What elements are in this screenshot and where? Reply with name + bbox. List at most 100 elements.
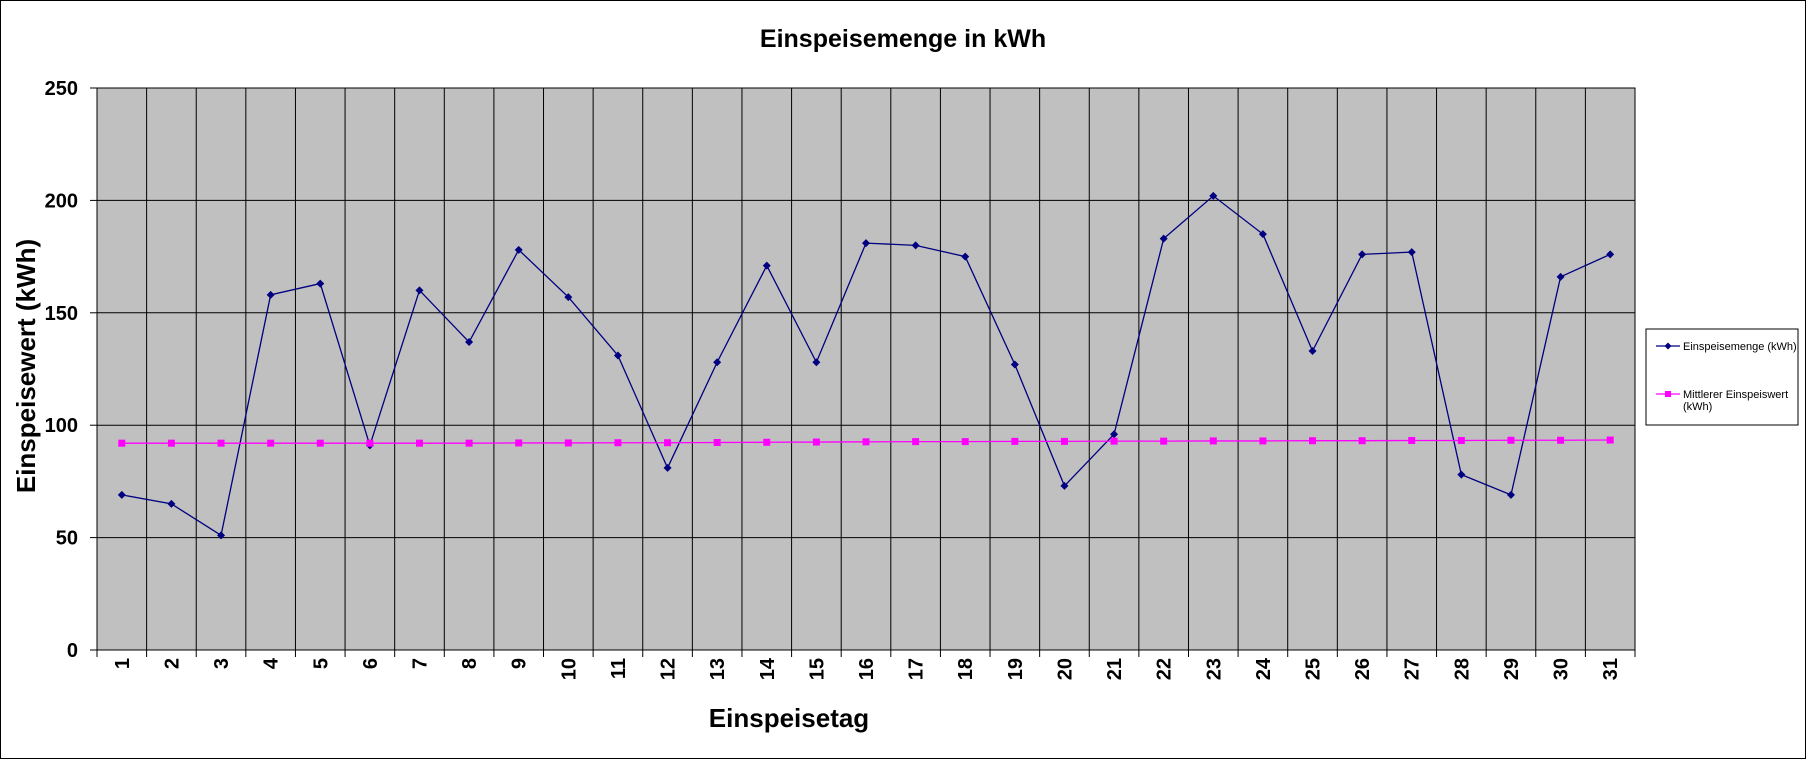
data-point [812, 438, 820, 446]
x-tick-label: 21 [1104, 658, 1126, 680]
data-point [912, 438, 920, 446]
data-point [1308, 347, 1317, 356]
legend-label: (kWh) [1683, 401, 1712, 413]
y-tick-label: 200 [45, 190, 78, 212]
x-tick-label: 23 [1203, 658, 1225, 680]
y-tick-label: 150 [45, 303, 78, 325]
data-point [564, 293, 573, 302]
data-point [564, 439, 572, 447]
x-tick-label: 18 [955, 658, 977, 680]
x-tick-label: 6 [360, 658, 382, 669]
data-point [316, 279, 325, 288]
data-point [117, 490, 126, 499]
data-point [1060, 437, 1068, 445]
data-point [1457, 436, 1465, 444]
x-tick-label: 29 [1501, 658, 1523, 680]
data-point [1060, 481, 1069, 490]
plot-background [96, 87, 1636, 651]
data-point [664, 439, 672, 447]
data-point [1556, 272, 1565, 281]
x-tick-label: 11 [608, 658, 630, 679]
data-point [118, 439, 126, 447]
x-tick-label: 30 [1551, 658, 1573, 680]
data-point [713, 439, 721, 447]
data-point [1606, 250, 1615, 259]
x-tick-label: 5 [310, 658, 332, 669]
data-point [217, 531, 226, 540]
data-point [167, 499, 176, 508]
data-point [1110, 437, 1118, 445]
x-tick-label: 2 [161, 658, 183, 669]
data-point [1309, 437, 1317, 445]
data-point [1507, 436, 1515, 444]
x-tick-label: 10 [558, 658, 580, 680]
x-tick-label: 19 [1005, 658, 1027, 680]
x-axis-label: Einspeisetag [709, 703, 869, 733]
y-tick-label: 100 [45, 415, 78, 437]
x-tick-label: 3 [211, 658, 233, 669]
x-tick-label: 4 [261, 657, 283, 669]
data-point [267, 439, 275, 447]
data-point [217, 439, 225, 447]
legend-box [1645, 328, 1799, 426]
data-point [1258, 230, 1267, 239]
x-tick-label: 9 [509, 658, 531, 669]
data-point [1209, 437, 1217, 445]
data-point [862, 239, 870, 248]
y-axis-ticks: 0 50 100 150 200 250 [45, 78, 78, 662]
data-point [1160, 437, 1168, 445]
x-tick-label: 8 [459, 658, 481, 669]
data-point [316, 439, 324, 447]
data-point [415, 439, 423, 447]
data-point [614, 439, 622, 447]
x-tick-label: 22 [1154, 658, 1176, 680]
data-point [961, 438, 969, 446]
y-tick-label: 0 [67, 640, 78, 662]
x-tick-label: 28 [1451, 658, 1473, 680]
data-point [1159, 234, 1168, 243]
data-point [961, 252, 970, 261]
data-point [663, 463, 672, 472]
data-point [713, 358, 722, 367]
data-point [415, 286, 424, 295]
x-tick-label: 16 [856, 658, 878, 680]
y-tick-label: 50 [56, 528, 78, 550]
data-point [515, 439, 523, 447]
y-tick-label: 250 [45, 78, 78, 100]
x-tick-label: 14 [757, 657, 779, 680]
data-point [1010, 360, 1019, 369]
x-tick-label: 20 [1054, 658, 1076, 680]
data-point [1506, 490, 1515, 499]
data-point [862, 438, 870, 446]
data-point [366, 439, 374, 447]
x-tick-label: 26 [1352, 658, 1374, 680]
plot-area [90, 87, 1636, 657]
legend-marker [1665, 391, 1671, 397]
legend: Einspeisemenge (kWh) Mittlerer Einspeiswe… [1645, 328, 1799, 426]
data-point [1209, 191, 1218, 200]
data-point [1358, 437, 1366, 445]
x-tick-label: 7 [409, 658, 431, 669]
x-tick-label: 13 [707, 658, 729, 680]
series-2 [118, 436, 1614, 447]
series-layer [117, 191, 1615, 540]
data-point [465, 439, 473, 447]
data-point [1457, 470, 1466, 479]
data-point [1358, 250, 1367, 259]
data-point [1557, 436, 1565, 444]
data-point [1407, 248, 1416, 257]
data-point [514, 245, 523, 254]
x-tick-label: 17 [906, 658, 928, 680]
data-point [1011, 437, 1019, 445]
x-tick-label: 25 [1303, 658, 1325, 680]
data-point [812, 358, 821, 367]
data-point [613, 351, 622, 360]
data-point [167, 439, 175, 447]
legend-label: Mittlerer Einspeiswert [1683, 389, 1788, 401]
x-tick-label: 1 [112, 658, 134, 669]
x-axis-ticks: 1 2 3 4 5 6 7 8 9 10 11 12 13 14 15 16 17 18 19 20 21 22 23 24 2… [112, 657, 1622, 680]
x-tick-label: 15 [806, 658, 828, 680]
chart-title: Einspeisemenge in kWh [760, 25, 1046, 53]
